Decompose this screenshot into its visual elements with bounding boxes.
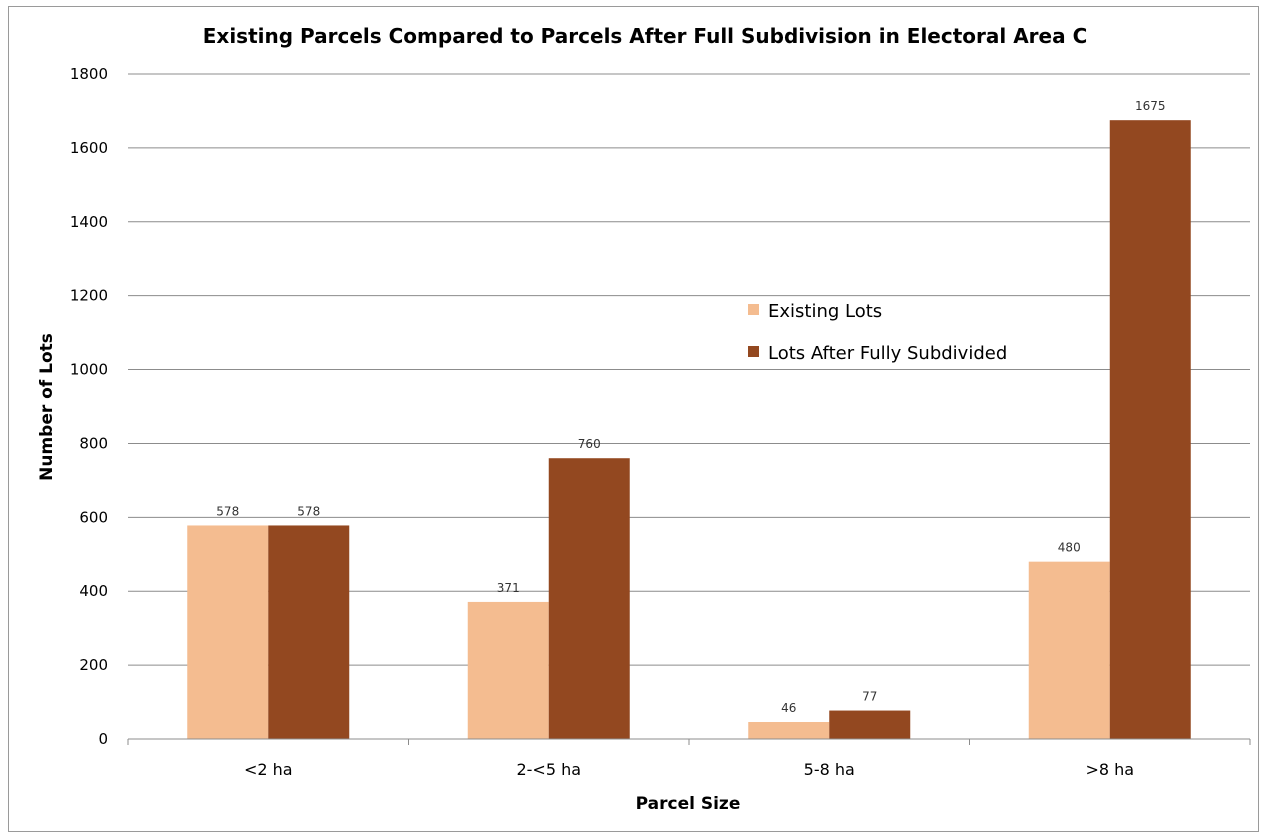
y-tick-label: 400 xyxy=(79,582,108,600)
y-tick-label: 1000 xyxy=(70,361,108,379)
data-label: 578 xyxy=(216,504,239,518)
bars xyxy=(187,120,1191,740)
data-labels: 578 578 371 760 46 77 480 1675 xyxy=(216,99,1165,715)
data-label: 77 xyxy=(862,690,877,704)
x-tick-label: >8 ha xyxy=(1085,760,1134,779)
x-tick-label: 2-<5 ha xyxy=(516,760,581,779)
data-label: 46 xyxy=(781,701,796,715)
bar xyxy=(1028,561,1110,739)
bar xyxy=(187,525,269,739)
x-axis-ticks: <2 ha 2-<5 ha 5-8 ha >8 ha xyxy=(127,739,1251,779)
y-tick-label: 800 xyxy=(79,434,108,452)
legend: Existing Lots Lots After Fully Subdivided xyxy=(748,301,1007,364)
y-tick-label: 1200 xyxy=(70,287,108,305)
data-label: 578 xyxy=(297,504,320,518)
legend-entry: Existing Lots xyxy=(768,301,882,322)
bar xyxy=(268,525,350,739)
bar xyxy=(1109,120,1191,740)
y-tick-label: 200 xyxy=(79,656,108,674)
legend-entry: Lots After Fully Subdivided xyxy=(768,343,1007,364)
y-tick-label: 1600 xyxy=(70,139,108,157)
bar xyxy=(548,458,630,739)
legend-swatch xyxy=(748,304,759,315)
data-label: 480 xyxy=(1058,541,1081,555)
y-tick-label: 1800 xyxy=(70,65,108,83)
bar xyxy=(467,601,549,739)
y-tick-label: 0 xyxy=(98,730,108,748)
data-label: 1675 xyxy=(1135,99,1166,113)
legend-swatch xyxy=(748,346,759,357)
bar xyxy=(748,722,830,739)
x-tick-label: <2 ha xyxy=(244,760,293,779)
bar xyxy=(829,710,911,739)
data-label: 760 xyxy=(578,437,601,451)
x-tick-label: 5-8 ha xyxy=(804,760,855,779)
y-axis-label: Number of Lots xyxy=(37,333,57,481)
chart-title: Existing Parcels Compared to Parcels Aft… xyxy=(203,24,1088,48)
y-axis-ticks: 0 200 400 600 800 1000 1200 1400 1600 1800 xyxy=(70,65,108,748)
x-axis-label: Parcel Size xyxy=(636,794,741,814)
data-label: 371 xyxy=(497,581,520,595)
y-tick-label: 600 xyxy=(79,508,108,526)
y-tick-label: 1400 xyxy=(70,213,108,231)
